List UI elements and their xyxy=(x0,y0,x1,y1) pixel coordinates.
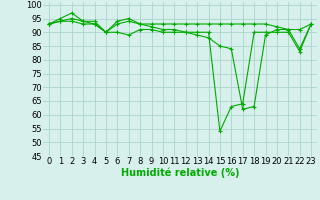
X-axis label: Humidité relative (%): Humidité relative (%) xyxy=(121,168,239,178)
